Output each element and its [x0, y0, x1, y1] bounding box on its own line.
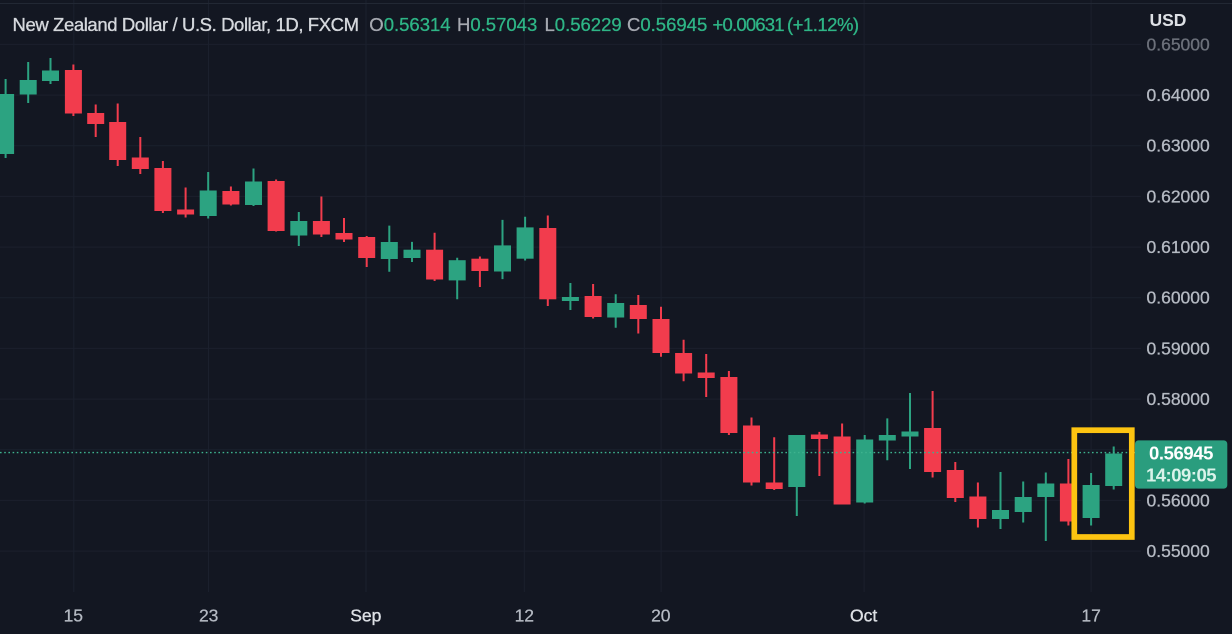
svg-text:USD: USD	[1150, 10, 1187, 30]
svg-text:0.58000: 0.58000	[1147, 389, 1211, 409]
svg-text:(+1.12%): (+1.12%)	[787, 14, 859, 35]
svg-text:Oct: Oct	[850, 606, 877, 626]
svg-text:0.65000: 0.65000	[1147, 34, 1211, 54]
svg-text:15: 15	[64, 606, 83, 626]
svg-text:O0.56314: O0.56314	[369, 14, 450, 35]
svg-text:Sep: Sep	[350, 606, 381, 626]
svg-text:23: 23	[199, 606, 218, 626]
svg-text:0.61000: 0.61000	[1147, 237, 1211, 257]
svg-text:0.60000: 0.60000	[1147, 288, 1211, 308]
svg-text:12: 12	[515, 606, 534, 626]
svg-text:L0.56229: L0.56229	[545, 14, 622, 35]
svg-text:0.62000: 0.62000	[1147, 186, 1211, 206]
svg-text:New Zealand Dollar / U.S. Doll: New Zealand Dollar / U.S. Dollar, 1D, FX…	[13, 14, 359, 35]
svg-text:H0.57043: H0.57043	[457, 14, 537, 35]
svg-text:+0.00631: +0.00631	[713, 14, 785, 35]
svg-text:20: 20	[651, 606, 671, 626]
svg-text:0.56945: 0.56945	[1149, 443, 1213, 464]
svg-text:0.55000: 0.55000	[1147, 541, 1211, 561]
svg-text:0.56000: 0.56000	[1147, 490, 1211, 510]
svg-text:17: 17	[1081, 606, 1100, 626]
svg-text:14:09:05: 14:09:05	[1146, 465, 1216, 486]
svg-text:0.59000: 0.59000	[1147, 338, 1211, 358]
svg-text:C0.56945: C0.56945	[627, 14, 707, 35]
svg-text:0.64000: 0.64000	[1147, 85, 1211, 105]
svg-text:0.63000: 0.63000	[1147, 136, 1211, 156]
